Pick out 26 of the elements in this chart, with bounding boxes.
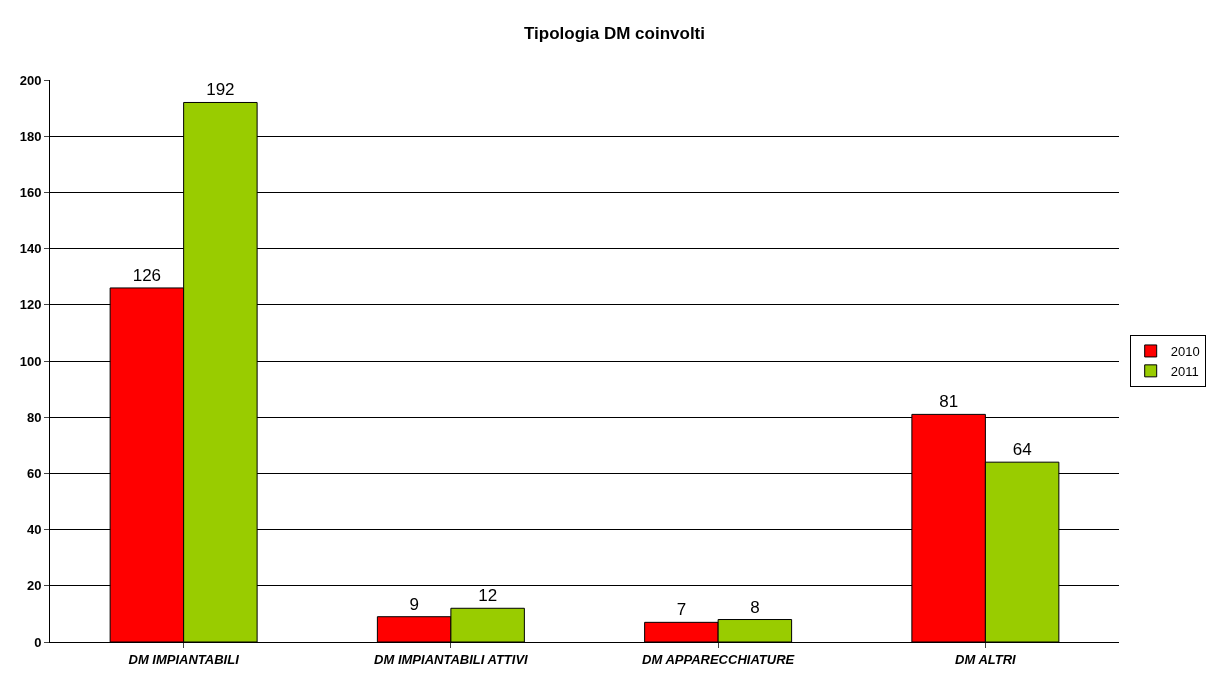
data-label: 126: [132, 265, 162, 285]
data-label: 192: [206, 80, 235, 100]
data-label: 7: [676, 600, 687, 620]
y-tick-label: 40: [26, 522, 42, 538]
data-label: 8: [750, 597, 760, 617]
y-tick-label: 0: [34, 634, 42, 650]
y-tick-label: 200: [19, 72, 42, 88]
chart-title: Tipologia DM coinvolti: [523, 24, 706, 44]
y-tick-label: 140: [19, 241, 42, 257]
y-tick-label: 120: [19, 297, 42, 313]
y-tick-label: 20: [26, 578, 42, 594]
y-tick-label: 160: [19, 184, 42, 200]
y-tick-label: 180: [19, 128, 42, 144]
data-label: 12: [478, 586, 498, 606]
y-tick-label: 60: [26, 465, 42, 481]
data-label: 81: [939, 392, 959, 412]
x-tick-label: DM IMPIANTABILI: [128, 651, 240, 667]
legend-label: 2010: [1170, 344, 1200, 360]
data-label: 64: [1012, 440, 1032, 460]
y-tick-label: 80: [26, 409, 42, 425]
x-tick-label: DM IMPIANTABILI ATTIVI: [374, 651, 529, 667]
data-label: 9: [409, 594, 419, 614]
legend-label: 2011: [1170, 363, 1199, 379]
x-tick-label: DM APPARECCHIATURE: [642, 651, 795, 667]
y-tick-label: 100: [19, 353, 42, 369]
x-tick-label: DM ALTRI: [955, 651, 1017, 667]
